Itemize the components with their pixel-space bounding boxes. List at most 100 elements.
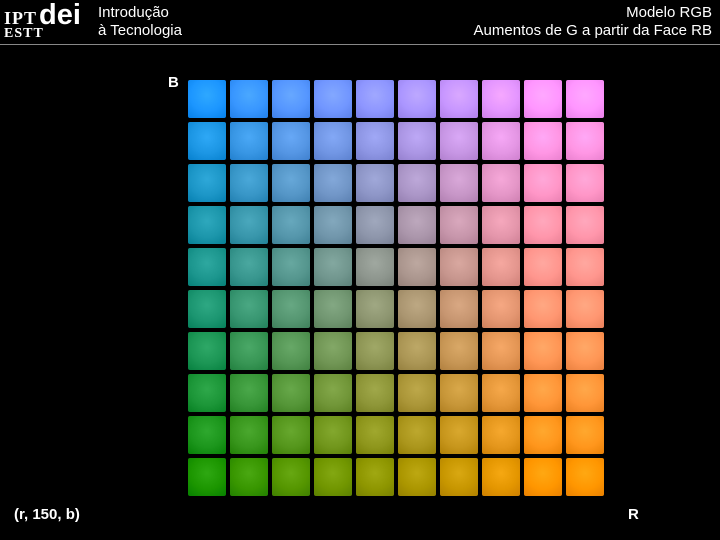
color-cell xyxy=(314,332,352,370)
color-cell xyxy=(188,248,226,286)
color-cell xyxy=(356,248,394,286)
title-right-line1: Modelo RGB xyxy=(474,4,712,22)
color-cell xyxy=(398,80,436,118)
color-cell xyxy=(230,80,268,118)
color-cell xyxy=(566,122,604,160)
color-cell xyxy=(230,164,268,202)
color-cell xyxy=(356,416,394,454)
color-cell xyxy=(272,80,310,118)
color-cell xyxy=(272,248,310,286)
color-cell xyxy=(398,458,436,496)
title-left-line1: Introdução xyxy=(98,4,182,22)
color-cell xyxy=(314,206,352,244)
color-cell xyxy=(398,416,436,454)
color-cell xyxy=(314,290,352,328)
color-cell xyxy=(188,206,226,244)
color-cell xyxy=(272,458,310,496)
color-cell xyxy=(524,164,562,202)
color-cell xyxy=(230,290,268,328)
title-right-line2: Aumentos de G a partir da Face RB xyxy=(474,22,712,40)
color-cell xyxy=(482,416,520,454)
color-cell xyxy=(398,374,436,412)
color-cell xyxy=(398,122,436,160)
color-cell xyxy=(230,248,268,286)
color-cell xyxy=(482,458,520,496)
color-cell xyxy=(356,80,394,118)
color-cell xyxy=(314,458,352,496)
color-cell xyxy=(314,122,352,160)
color-cell xyxy=(524,206,562,244)
color-cell xyxy=(482,374,520,412)
color-cell xyxy=(356,374,394,412)
color-cell xyxy=(272,206,310,244)
color-cell xyxy=(524,290,562,328)
slide: IPT dei ESTT Introdução à Tecnologia Mod… xyxy=(0,0,720,540)
color-cell xyxy=(314,164,352,202)
axis-label-r: R xyxy=(628,506,639,523)
logo-top: IPT dei xyxy=(4,2,81,29)
color-cell xyxy=(230,374,268,412)
logo-block: IPT dei ESTT xyxy=(4,2,81,42)
color-cell xyxy=(566,248,604,286)
color-cell xyxy=(272,374,310,412)
color-cell xyxy=(188,80,226,118)
logo-estt: ESTT xyxy=(4,26,81,42)
axis-label-b: B xyxy=(168,74,179,91)
color-cell xyxy=(356,206,394,244)
color-cell xyxy=(356,290,394,328)
color-cell xyxy=(482,206,520,244)
color-cell xyxy=(440,206,478,244)
color-cell xyxy=(230,416,268,454)
color-cell xyxy=(566,164,604,202)
color-cell xyxy=(314,80,352,118)
color-cell xyxy=(566,374,604,412)
color-cell xyxy=(356,332,394,370)
color-cell xyxy=(398,332,436,370)
formula-label: (r, 150, b) xyxy=(14,506,80,523)
color-cell xyxy=(482,332,520,370)
color-cell xyxy=(230,332,268,370)
color-cell xyxy=(272,332,310,370)
color-cell xyxy=(440,416,478,454)
color-cell xyxy=(524,122,562,160)
color-cell xyxy=(356,164,394,202)
color-cell xyxy=(566,332,604,370)
color-cell xyxy=(440,458,478,496)
color-cell xyxy=(440,332,478,370)
color-cell xyxy=(188,458,226,496)
color-cell xyxy=(188,290,226,328)
color-cell xyxy=(440,248,478,286)
color-cell xyxy=(314,248,352,286)
color-cell xyxy=(272,290,310,328)
title-left-line2: à Tecnologia xyxy=(98,22,182,40)
color-cell xyxy=(440,80,478,118)
color-cell xyxy=(440,374,478,412)
title-left: Introdução à Tecnologia xyxy=(98,4,182,40)
color-cell xyxy=(398,248,436,286)
color-cell xyxy=(440,122,478,160)
color-cell xyxy=(524,332,562,370)
color-cell xyxy=(398,290,436,328)
color-cell xyxy=(188,416,226,454)
color-cell xyxy=(188,332,226,370)
color-cell xyxy=(398,164,436,202)
color-cell xyxy=(356,458,394,496)
color-cell xyxy=(524,248,562,286)
color-grid-wrap xyxy=(188,80,604,496)
color-cell xyxy=(524,458,562,496)
color-cell xyxy=(188,374,226,412)
color-cell xyxy=(230,206,268,244)
color-cell xyxy=(566,80,604,118)
color-cell xyxy=(482,164,520,202)
color-cell xyxy=(566,290,604,328)
color-cell xyxy=(398,206,436,244)
color-cell xyxy=(230,122,268,160)
color-cell xyxy=(272,416,310,454)
color-cell xyxy=(566,416,604,454)
color-cell xyxy=(524,416,562,454)
color-cell xyxy=(272,164,310,202)
color-cell xyxy=(272,122,310,160)
header: IPT dei ESTT Introdução à Tecnologia Mod… xyxy=(0,0,720,46)
color-cell xyxy=(524,80,562,118)
title-right: Modelo RGB Aumentos de G a partir da Fac… xyxy=(474,4,712,40)
